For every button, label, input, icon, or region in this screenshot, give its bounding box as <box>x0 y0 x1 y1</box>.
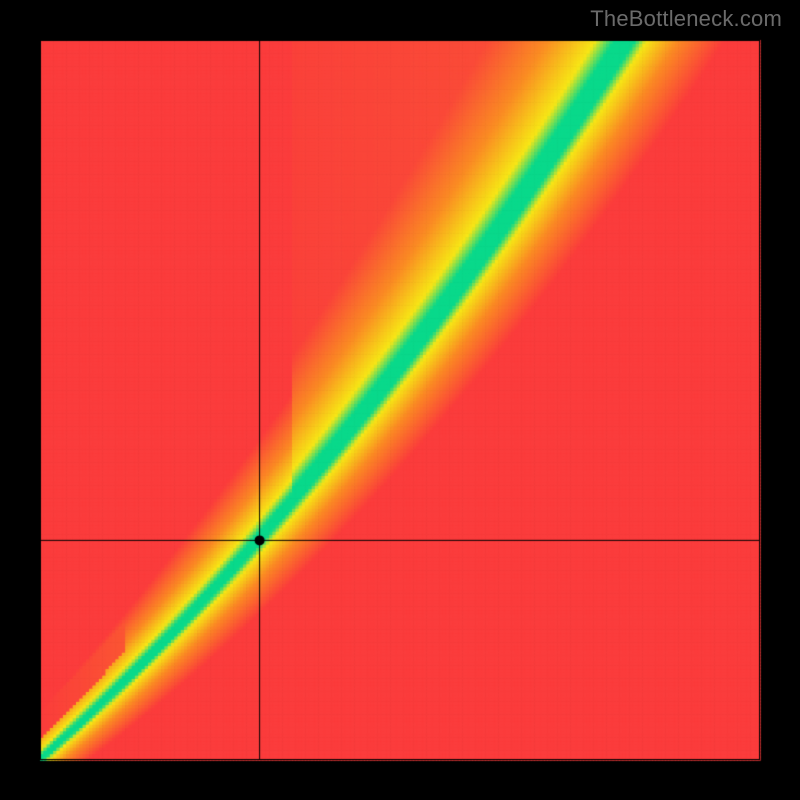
bottleneck-heatmap <box>0 0 800 800</box>
watermark-text: TheBottleneck.com <box>590 6 782 32</box>
chart-container: TheBottleneck.com <box>0 0 800 800</box>
